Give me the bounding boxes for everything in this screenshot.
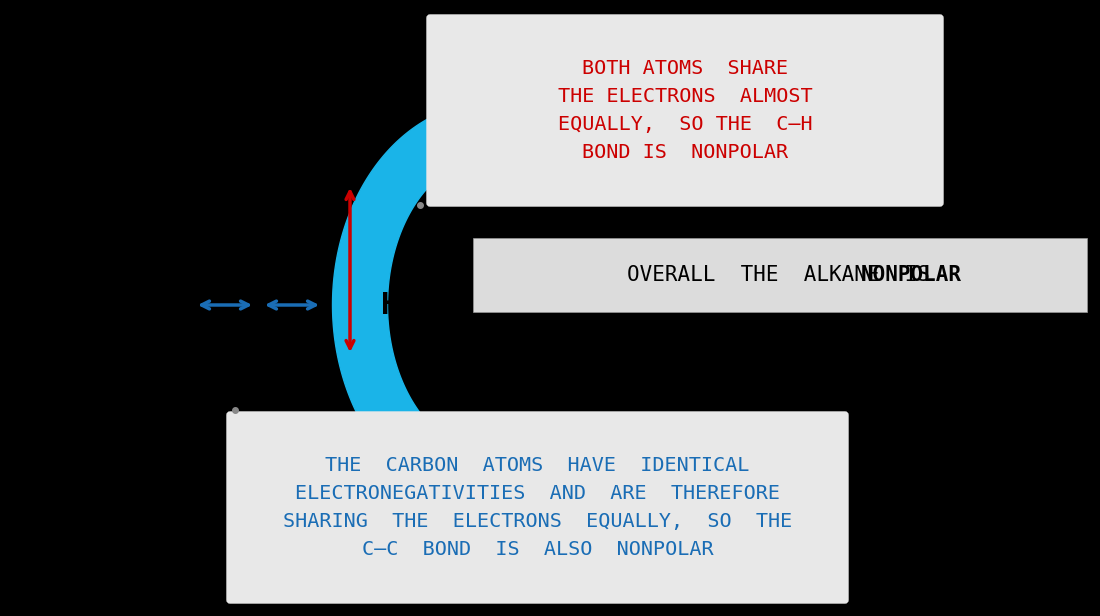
FancyBboxPatch shape xyxy=(473,238,1087,312)
Text: NONPOLAR: NONPOLAR xyxy=(861,265,962,285)
Text: THE  CARBON  ATOMS  HAVE  IDENTICAL
ELECTRONEGATIVITIES  AND  ARE  THEREFORE
SHA: THE CARBON ATOMS HAVE IDENTICAL ELECTRON… xyxy=(283,456,792,559)
Text: OVERALL  THE  ALKANE  IS: OVERALL THE ALKANE IS xyxy=(627,265,955,285)
Text: H: H xyxy=(381,291,399,320)
FancyBboxPatch shape xyxy=(227,412,848,603)
Polygon shape xyxy=(462,503,518,557)
Polygon shape xyxy=(332,102,531,507)
FancyBboxPatch shape xyxy=(427,15,943,206)
Polygon shape xyxy=(451,429,507,484)
Text: OVERALL  THE  ALKANE  IS  NONPOLAR: OVERALL THE ALKANE IS NONPOLAR xyxy=(565,265,994,285)
Text: BOTH ATOMS  SHARE
THE ELECTRONS  ALMOST
EQUALLY,  SO THE  C–H
BOND IS  NONPOLAR: BOTH ATOMS SHARE THE ELECTRONS ALMOST EQ… xyxy=(558,59,812,162)
